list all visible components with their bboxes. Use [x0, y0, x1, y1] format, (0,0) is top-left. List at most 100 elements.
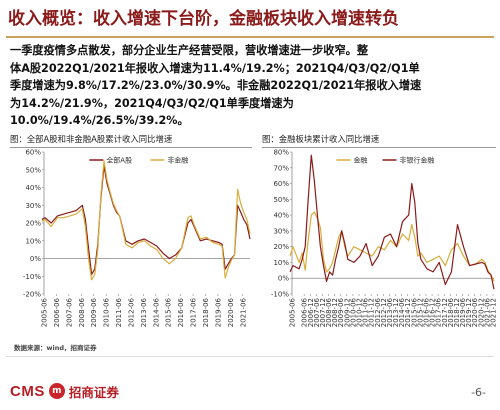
x-tick-label: 2019-06 — [214, 297, 222, 327]
y-tick-label: -10% — [23, 273, 41, 281]
summary-line: 季度增速为9.8%/17.2%/23.0%/30.9%。非金融2022Q1/20… — [10, 79, 422, 92]
y-tick-label: 80% — [273, 149, 289, 157]
x-tick-label: 2006-06 — [53, 297, 61, 327]
y-tick-label: 40% — [273, 212, 289, 220]
x-tick-label: 2016-06 — [177, 297, 185, 327]
x-tick-label: 2006-06 — [301, 297, 309, 327]
x-tick-label: 2007-12 — [319, 298, 327, 327]
series-line — [289, 154, 495, 290]
x-tick-label: 2009-06 — [90, 297, 98, 327]
x-tick-label: 2017-06 — [190, 297, 198, 327]
x-tick-label: 2018-12 — [453, 298, 461, 327]
footer-divider — [6, 356, 494, 357]
y-tick-label: 20% — [25, 220, 41, 228]
legend-label: 非银行金融 — [399, 156, 434, 165]
x-tick-label: 2011-06 — [115, 297, 123, 327]
legend-label: 非金融 — [167, 156, 188, 165]
x-tick-label: 2005-06 — [289, 297, 297, 327]
x-tick-label: 2014-06 — [152, 297, 160, 327]
left-chart-title: 图：全部A股和非金融A股累计收入同比增速 — [10, 134, 173, 144]
x-tick-label: 2020-06 — [471, 297, 479, 327]
y-tick-label: 30% — [25, 202, 41, 210]
x-tick-label: 2020-12 — [477, 298, 485, 327]
x-tick-label: 2021-06 — [239, 297, 247, 327]
x-tick-label: 2012-06 — [374, 297, 382, 327]
x-tick-label: 2016-06 — [422, 297, 430, 327]
company-logo: CMS m 招商证券 — [10, 380, 119, 402]
x-tick-label: 2014-12 — [404, 298, 412, 327]
x-tick-label: 2016-12 — [429, 298, 437, 327]
x-tick-label: 2021-12 — [489, 298, 496, 327]
x-tick-label: 2015-06 — [165, 297, 173, 327]
series-line — [41, 160, 251, 281]
title-divider — [6, 36, 494, 38]
x-tick-label: 2006-12 — [307, 298, 315, 327]
data-source-note: 数据来源：wind，招商证券 — [14, 344, 97, 352]
x-tick-label: 2010-06 — [349, 297, 357, 327]
y-tick-label: -10% — [271, 291, 289, 299]
x-tick-label: 2021-06 — [483, 297, 491, 327]
x-tick-label: 2019-12 — [465, 298, 473, 327]
y-tick-label: -20% — [23, 291, 41, 299]
x-tick-label: 2012-06 — [127, 297, 135, 327]
summary-line: 10.0%/19.4%/26.5%/39.2%。 — [10, 114, 189, 127]
x-tick-label: 2018-06 — [447, 297, 455, 327]
y-tick-label: 50% — [273, 196, 289, 204]
summary-line: 一季度疫情多点散发，部分企业生产经营受限，营收增速进一步收窄。整 — [10, 44, 369, 57]
x-tick-label: 2008-06 — [325, 297, 333, 327]
x-tick-label: 2005-06 — [41, 297, 49, 327]
x-tick-label: 2013-06 — [386, 297, 394, 327]
left-line-chart: 60% 50% 40% 30% 20% 10% 0% -10% -20%2005-06 2006-… — [23, 149, 251, 327]
x-tick-label: 2009-06 — [337, 297, 345, 327]
x-tick-label: 2007-06 — [65, 297, 73, 327]
x-tick-label: 2010-12 — [355, 298, 363, 327]
x-tick-label: 2012-12 — [380, 298, 388, 327]
y-tick-label: 50% — [25, 166, 41, 174]
legend-label: 全部A股 — [106, 156, 132, 165]
x-tick-label: 2010-06 — [103, 297, 111, 327]
x-tick-label: 2017-12 — [441, 298, 449, 327]
left-chart-title-rule — [10, 147, 252, 148]
y-tick-label: 70% — [273, 164, 289, 172]
y-tick-label: 60% — [25, 149, 41, 157]
summary-line: 体A股2022Q1/2021年报收入增速为11.4%/19.2%；2021Q4/… — [10, 61, 420, 75]
y-tick-label: 10% — [25, 237, 41, 245]
series-line — [289, 211, 495, 282]
series-line — [41, 165, 251, 276]
y-tick-label: 20% — [273, 243, 289, 251]
x-tick-label: 2013-12 — [392, 298, 400, 327]
x-tick-label: 2020-06 — [227, 297, 235, 327]
logo-text-cn: 招商证券 — [68, 384, 119, 400]
x-tick-label: 2014-06 — [398, 297, 406, 327]
y-tick-label: 0% — [30, 255, 41, 263]
x-tick-label: 2007-06 — [313, 297, 321, 327]
logo-mark-icon: m — [48, 383, 65, 399]
logo-text-en: CMS — [10, 382, 45, 400]
y-tick-label: 0% — [278, 275, 289, 283]
right-chart-panel: 图：金融板块累计收入同比增速 80% 70% 60% 50% 40% 30% 20% 10% 0… — [262, 132, 496, 340]
x-tick-label: 2013-06 — [140, 297, 148, 327]
page-number: -6- — [471, 386, 486, 399]
x-tick-label: 2015-06 — [410, 297, 418, 327]
summary-line: 为14.2%/21.9%，2021Q4/Q3/Q2/Q1单季度增速为 — [10, 96, 294, 110]
x-tick-label: 2009-12 — [343, 298, 351, 327]
y-tick-label: 30% — [273, 227, 289, 235]
x-tick-label: 2011-06 — [362, 297, 370, 327]
x-tick-label: 2015-12 — [416, 298, 424, 327]
summary-paragraph: 一季度疫情多点散发，部分企业生产经营受限，营收增速进一步收窄。整 体A股2022… — [10, 42, 494, 130]
left-chart-panel: 图：全部A股和非金融A股累计收入同比增速 60% 50% 40% 30% 20% 10% 0… — [10, 132, 252, 340]
y-tick-label: 60% — [273, 180, 289, 188]
page-title: 收入概览：收入增速下台阶，金融板块收入增速转负 — [8, 9, 399, 29]
legend-label: 金融 — [353, 156, 367, 165]
x-tick-label: 2017-06 — [435, 297, 443, 327]
right-line-chart: 80% 70% 60% 50% 40% 30% 20% 10% 0% -10%2005-06 200… — [271, 149, 496, 328]
x-tick-label: 2011-12 — [368, 298, 376, 327]
y-tick-label: 40% — [25, 184, 41, 192]
x-tick-label: 2019-06 — [459, 297, 467, 327]
y-tick-label: 10% — [273, 259, 289, 267]
x-tick-label: 2008-06 — [78, 297, 86, 327]
right-chart-title-rule — [262, 147, 496, 148]
right-chart-title: 图：金融板块累计收入同比增速 — [262, 134, 380, 144]
x-tick-label: 2008-12 — [331, 298, 339, 327]
x-tick-label: 2018-06 — [202, 297, 210, 327]
